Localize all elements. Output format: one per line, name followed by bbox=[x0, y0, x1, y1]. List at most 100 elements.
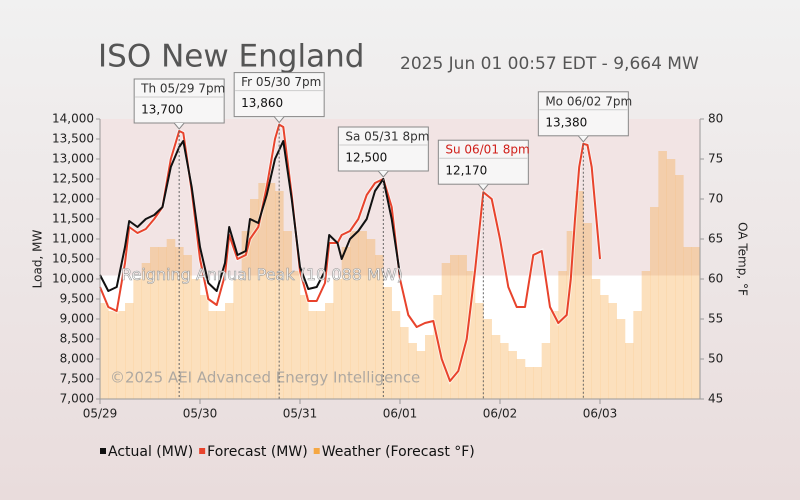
weather-step bbox=[675, 175, 684, 399]
weather-step bbox=[608, 303, 617, 399]
callout-title: Sa 05/31 8pm bbox=[345, 130, 429, 144]
weather-step bbox=[500, 343, 509, 399]
weather-step bbox=[191, 279, 201, 399]
y2-tick-label: 60 bbox=[708, 272, 723, 286]
weather-step bbox=[258, 183, 267, 399]
callout-pointer bbox=[377, 170, 389, 178]
weather-step bbox=[625, 343, 634, 399]
weather-step bbox=[566, 231, 576, 399]
weather-step bbox=[150, 247, 159, 399]
weather-step bbox=[291, 271, 301, 399]
weather-step bbox=[225, 303, 234, 399]
weather-step bbox=[541, 343, 551, 399]
callout-value: 12,500 bbox=[345, 151, 387, 165]
weather-step bbox=[550, 311, 559, 399]
weather-step bbox=[441, 263, 451, 399]
weather-step bbox=[600, 295, 609, 399]
weather-step bbox=[650, 207, 659, 399]
callout-pointer bbox=[577, 135, 589, 143]
weather-step bbox=[416, 351, 426, 399]
weather-step bbox=[533, 367, 542, 399]
weather-step bbox=[250, 199, 259, 399]
weather-step bbox=[583, 223, 592, 399]
weather-step bbox=[241, 231, 251, 399]
callout-box bbox=[437, 139, 529, 185]
weather-step bbox=[141, 263, 151, 399]
callout-title: Fr 05/30 7pm bbox=[241, 75, 321, 89]
y-axis-title: Load, MW bbox=[31, 230, 45, 289]
y2-axis-title: OA Temp, °F bbox=[736, 222, 750, 296]
callout-value: 12,170 bbox=[445, 164, 487, 178]
weather-step bbox=[466, 271, 476, 399]
weather-step bbox=[558, 271, 567, 399]
y2-tick-label: 55 bbox=[708, 312, 723, 326]
weather-step bbox=[125, 303, 134, 399]
legend-swatch bbox=[313, 448, 320, 454]
callout-title: Su 06/01 8pm bbox=[445, 143, 529, 157]
weather-step bbox=[300, 295, 309, 399]
callout-pointer bbox=[273, 116, 285, 124]
weather-step bbox=[483, 319, 492, 399]
legend-label: Forecast (MW) bbox=[207, 444, 308, 460]
y-tick-label: 8,500 bbox=[60, 332, 94, 346]
y-tick-label: 13,000 bbox=[52, 152, 94, 166]
weather-step bbox=[158, 247, 167, 399]
y-tick-label: 12,500 bbox=[52, 172, 94, 186]
series-line bbox=[99, 123, 601, 382]
y2-tick-label: 50 bbox=[708, 352, 723, 366]
x-tick-label: 06/03 bbox=[583, 407, 618, 421]
weather-step bbox=[183, 255, 192, 399]
y-tick-label: 9,000 bbox=[60, 312, 94, 326]
weather-step bbox=[166, 239, 176, 399]
weather-step bbox=[475, 303, 484, 399]
weather-step bbox=[508, 351, 517, 399]
callout-value: 13,380 bbox=[545, 115, 587, 129]
callout-box bbox=[337, 126, 429, 172]
weather-step bbox=[325, 303, 334, 399]
callout-box bbox=[233, 72, 325, 118]
weather-step bbox=[208, 311, 217, 399]
weather-step bbox=[683, 247, 692, 399]
y-tick-label: 10,000 bbox=[52, 272, 94, 286]
y-tick-label: 13,500 bbox=[52, 132, 94, 146]
y-tick-label: 7,000 bbox=[60, 392, 94, 406]
weather-step bbox=[408, 343, 417, 399]
series-line bbox=[99, 140, 401, 292]
y-tick-label: 10,500 bbox=[52, 252, 94, 266]
x-tick-label: 06/02 bbox=[483, 407, 518, 421]
weather-step bbox=[216, 311, 226, 399]
weather-step bbox=[516, 359, 526, 399]
weather-step bbox=[308, 311, 317, 399]
weather-step bbox=[458, 255, 467, 399]
weather-step bbox=[450, 255, 459, 399]
weather-step bbox=[116, 311, 126, 399]
weather-step bbox=[108, 311, 117, 399]
callout-title: Th 05/29 7pm bbox=[140, 82, 225, 96]
weather-step bbox=[316, 311, 326, 399]
y2-tick-label: 80 bbox=[708, 112, 723, 126]
x-tick-label: 05/29 bbox=[83, 407, 118, 421]
y2-tick-label: 65 bbox=[708, 232, 723, 246]
legend-swatch bbox=[199, 448, 206, 454]
y2-tick-label: 75 bbox=[708, 152, 723, 166]
callout-value: 13,700 bbox=[141, 103, 183, 117]
y-tick-label: 9,500 bbox=[60, 292, 94, 306]
weather-step bbox=[641, 271, 651, 399]
weather-step bbox=[391, 311, 401, 399]
legend-label: Weather (Forecast °F) bbox=[322, 444, 475, 460]
weather-step bbox=[200, 295, 209, 399]
plot-background bbox=[100, 275, 700, 399]
chart-subtitle: 2025 Jun 01 00:57 EDT - 9,664 MW bbox=[400, 54, 699, 74]
weather-step bbox=[375, 255, 384, 399]
weather-step bbox=[275, 191, 284, 399]
weather-step bbox=[425, 335, 434, 399]
weather-step bbox=[491, 335, 501, 399]
weather-step bbox=[575, 191, 584, 399]
legend-label: Actual (MW) bbox=[108, 444, 193, 460]
weather-step bbox=[100, 303, 109, 399]
weather-step bbox=[658, 151, 667, 399]
y-tick-label: 7,500 bbox=[60, 372, 94, 386]
weather-step bbox=[691, 247, 701, 399]
